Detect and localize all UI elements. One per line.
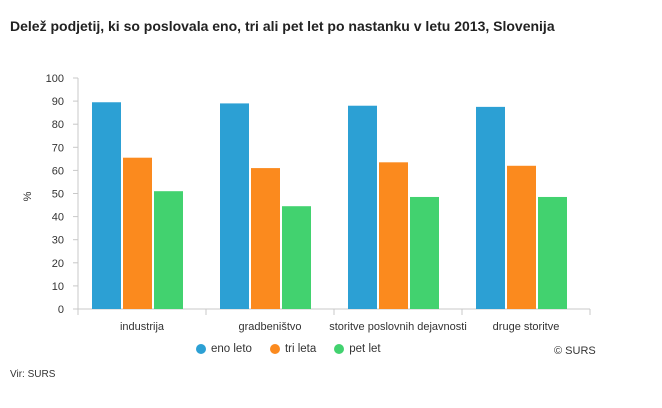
y-tick-label: 100 xyxy=(46,73,64,85)
chart-legend: eno leto tri leta pet let xyxy=(196,343,381,355)
bar-tri-leta xyxy=(379,162,408,309)
bar-eno-leto xyxy=(476,106,505,309)
source-note: Vir: SURS xyxy=(10,369,56,380)
y-tick-label: 30 xyxy=(52,235,64,247)
bar-eno-leto xyxy=(220,103,249,309)
y-tick-label: 80 xyxy=(52,119,64,131)
x-category-label: druge storitve xyxy=(493,321,560,333)
y-tick-label: 40 xyxy=(52,212,64,224)
legend-marker-icon xyxy=(196,344,206,354)
legend-label: pet let xyxy=(349,343,381,355)
bar-pet-let xyxy=(538,196,567,309)
bar-eno-leto xyxy=(92,102,121,309)
legend-marker-icon xyxy=(334,344,345,354)
y-tick-label: 20 xyxy=(52,258,64,270)
y-tick-label: 70 xyxy=(52,142,64,154)
x-category-label: industrija xyxy=(120,321,165,333)
legend-label: eno leto xyxy=(211,343,252,355)
copyright-credit: © SURS xyxy=(554,345,596,357)
chart-title: Delež podjetij, ki so poslovala eno, tri… xyxy=(10,18,555,34)
legend-item[interactable]: eno leto xyxy=(196,343,252,355)
bar-eno-leto xyxy=(348,105,377,309)
x-category-label: storitve poslovnih dejavnosti xyxy=(329,321,467,333)
legend-label: tri leta xyxy=(284,343,317,355)
bar-tri-leta xyxy=(251,168,280,309)
y-tick-label: 90 xyxy=(52,96,64,108)
bar-pet-let xyxy=(282,206,311,309)
legend-item[interactable]: tri leta xyxy=(269,343,317,355)
bar-pet-let xyxy=(154,191,183,309)
y-tick-label: 10 xyxy=(52,281,64,293)
bar-tri-leta xyxy=(123,157,152,309)
bar-pet-let xyxy=(410,196,439,309)
legend-marker-icon xyxy=(269,344,280,354)
legend-item[interactable]: pet let xyxy=(334,343,381,355)
y-tick-label: 60 xyxy=(52,165,64,177)
y-axis-title: % xyxy=(22,191,34,201)
y-tick-label: 50 xyxy=(52,189,64,201)
bar-tri-leta xyxy=(507,165,536,309)
x-category-label: gradbeništvo xyxy=(239,321,302,333)
y-tick-label: 0 xyxy=(58,304,64,316)
